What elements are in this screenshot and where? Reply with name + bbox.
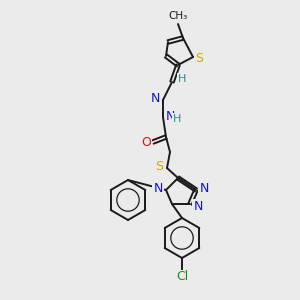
Text: N: N — [153, 182, 163, 196]
Text: H: H — [178, 74, 186, 84]
Text: N: N — [166, 110, 175, 124]
Text: H: H — [173, 114, 181, 124]
Text: CH₃: CH₃ — [168, 11, 188, 21]
Text: N: N — [199, 182, 209, 194]
Text: N: N — [193, 200, 203, 212]
Text: S: S — [155, 160, 163, 172]
Text: Cl: Cl — [176, 271, 188, 284]
Text: N: N — [150, 92, 160, 106]
Text: O: O — [141, 136, 151, 149]
Text: S: S — [195, 52, 203, 64]
